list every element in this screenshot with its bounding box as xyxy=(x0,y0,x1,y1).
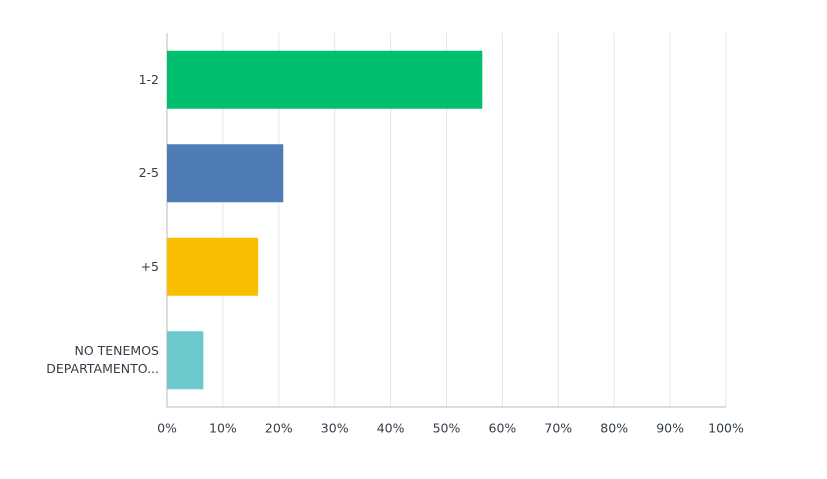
x-tick-label: 80% xyxy=(600,421,628,436)
bar xyxy=(167,144,284,203)
x-tick-label: 70% xyxy=(544,421,572,436)
y-tick-label: NO TENEMOS DEPARTAMENTO... xyxy=(46,343,159,377)
x-tick-label: 60% xyxy=(489,421,517,436)
x-tick-label: 10% xyxy=(209,421,237,436)
x-tick-label: 20% xyxy=(265,421,293,436)
x-tick-label: 50% xyxy=(433,421,461,436)
x-tick-label: 100% xyxy=(708,421,744,436)
y-tick-label: 1-2 xyxy=(138,71,159,87)
y-tick-label: 2-5 xyxy=(138,165,159,181)
bar xyxy=(167,50,483,109)
y-tick-label: +5 xyxy=(140,258,159,274)
bar xyxy=(167,237,259,296)
x-tick-label: 90% xyxy=(656,421,684,436)
x-tick-label: 0% xyxy=(157,421,177,436)
bar xyxy=(167,331,204,390)
x-tick-label: 30% xyxy=(321,421,349,436)
x-tick-label: 40% xyxy=(377,421,405,436)
